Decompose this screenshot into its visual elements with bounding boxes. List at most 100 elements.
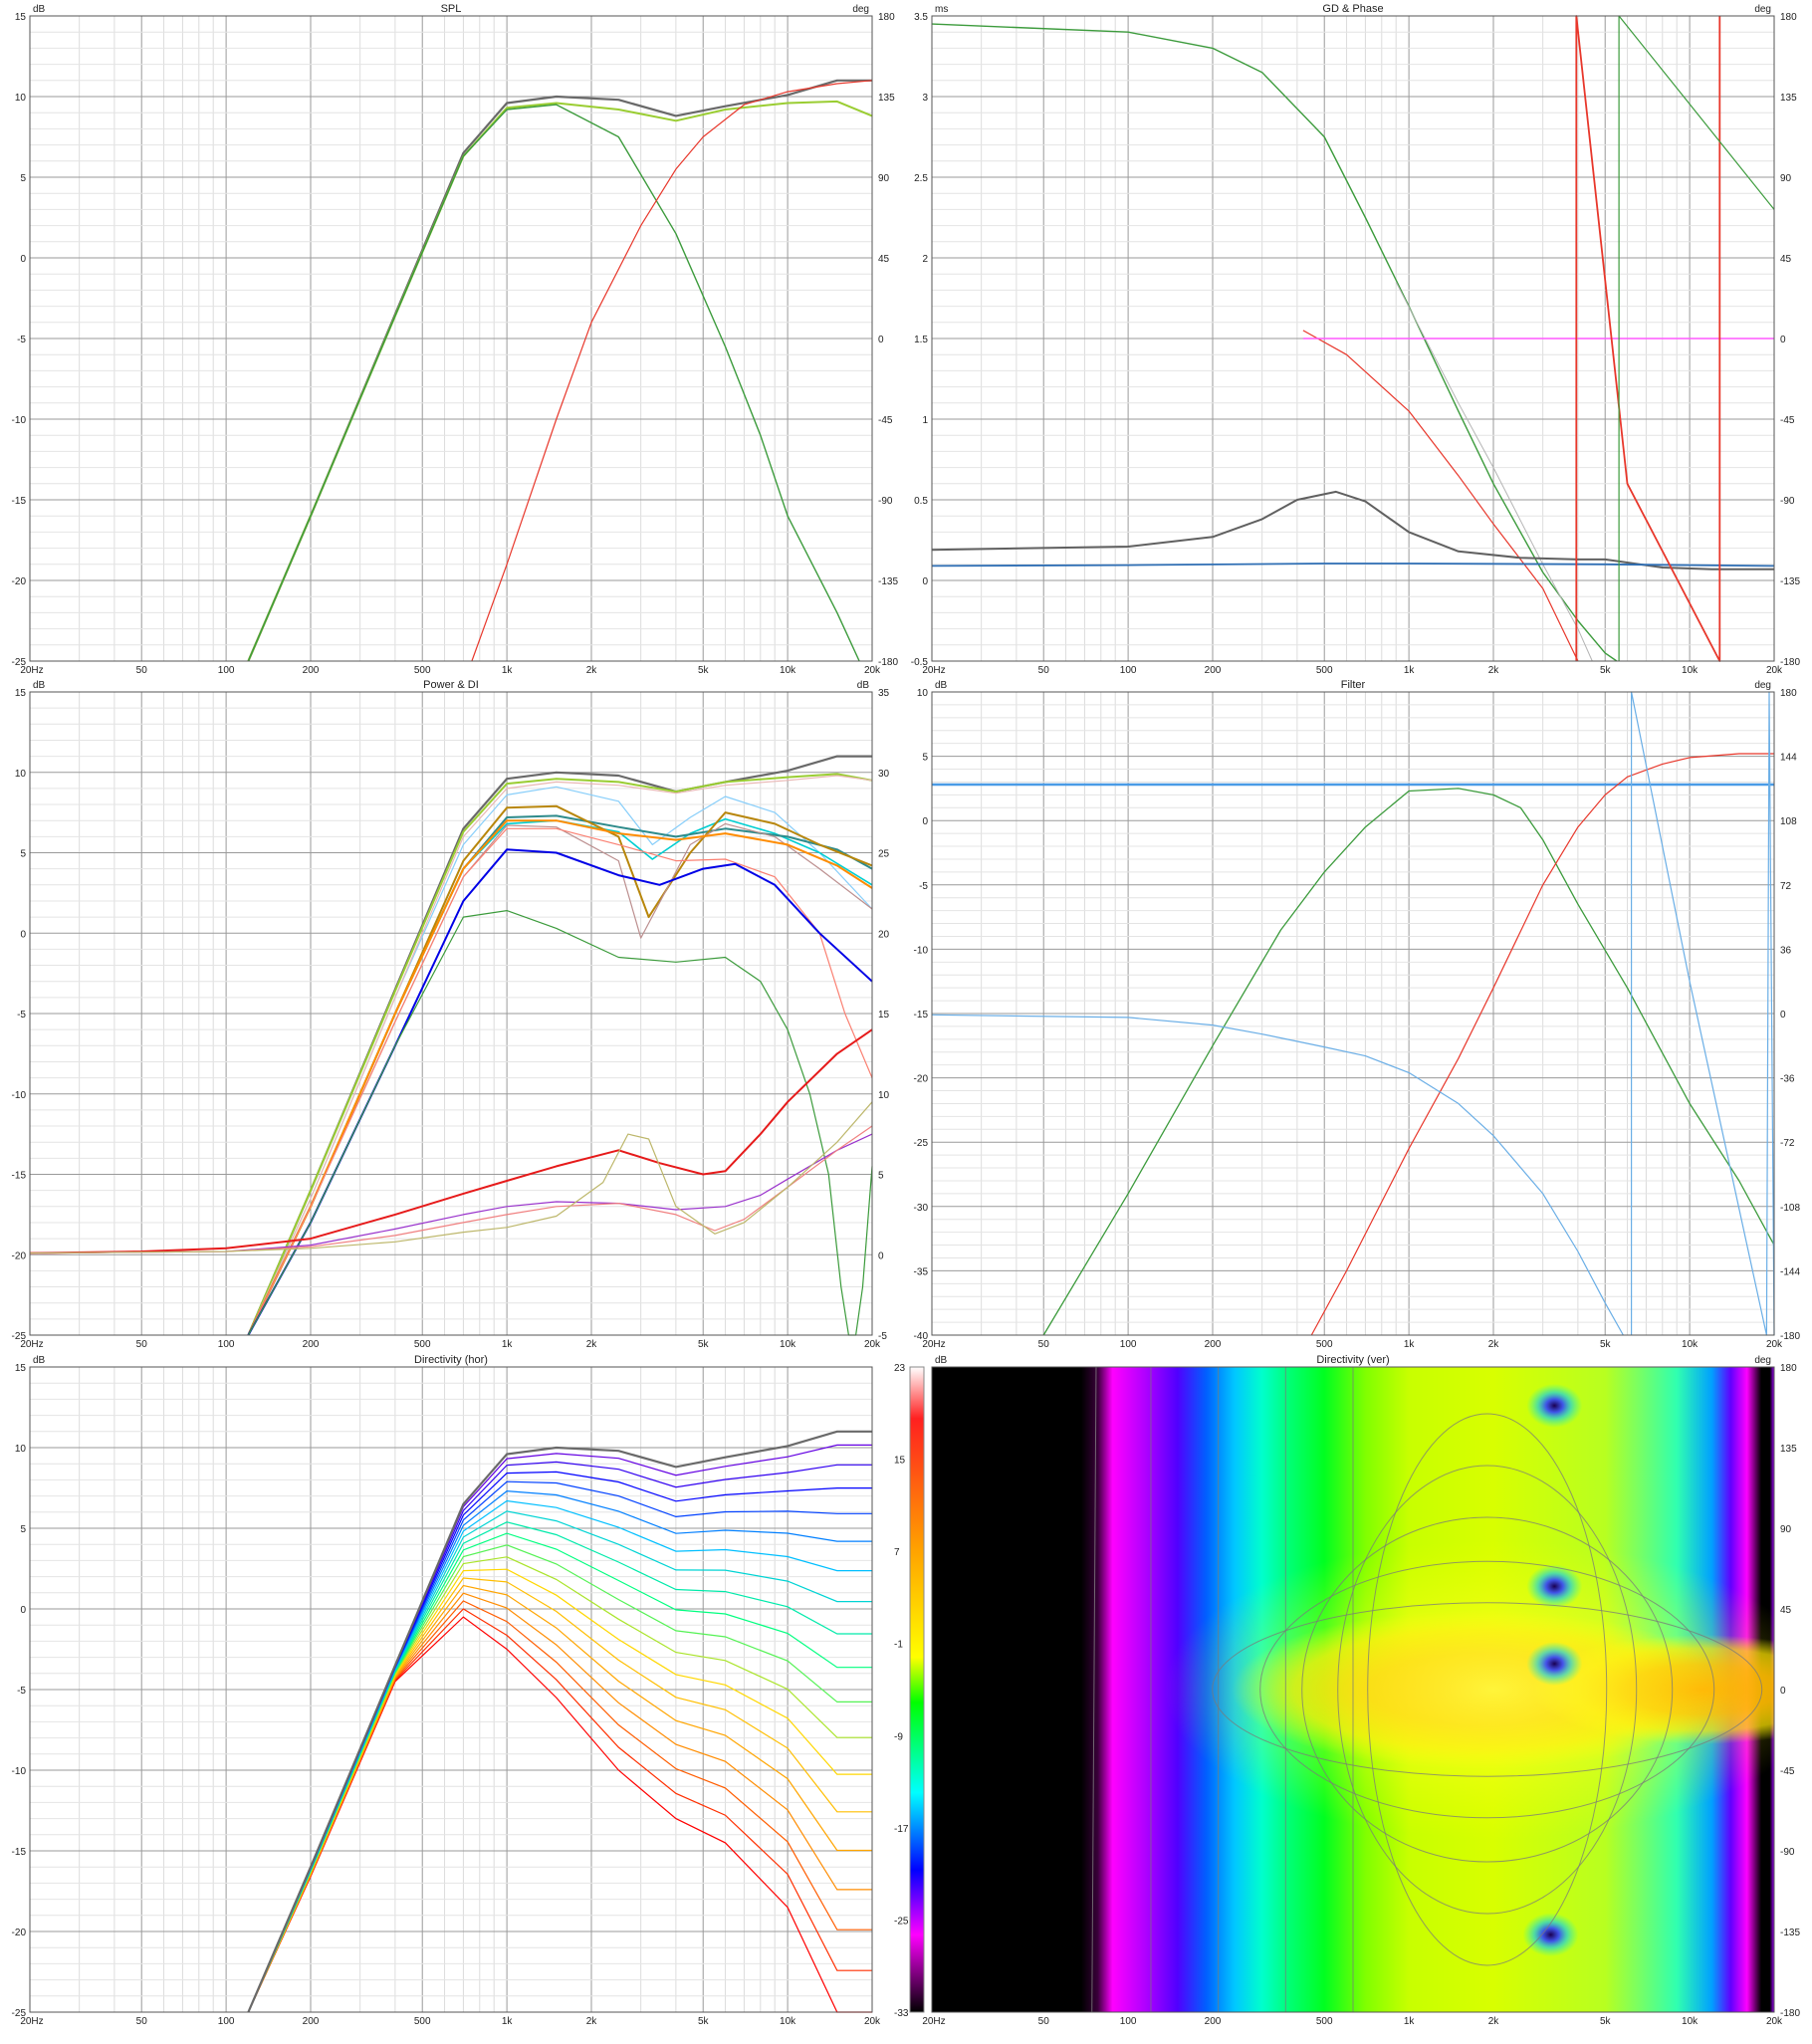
heatmap-field (932, 1367, 1774, 2012)
y-tick-label-left: -5 (17, 1686, 26, 1697)
x-tick-label: 100 (218, 665, 235, 676)
y-unit-left: dB (33, 680, 46, 691)
x-tick-label: 1k (1404, 665, 1416, 676)
grid (29, 15, 873, 662)
y-tick-label-left: -5 (17, 335, 26, 345)
y-tick-label-right: 45 (878, 254, 890, 265)
y-unit-left: ms (935, 4, 948, 15)
y-tick-label-right: 30 (878, 769, 890, 780)
chart-title: Directivity (hor) (414, 1354, 488, 1366)
y-unit-right: deg (852, 4, 869, 15)
x-tick-label: 10k (780, 1339, 796, 1350)
plot-frame (29, 15, 873, 662)
x-tick-label: 200 (303, 2016, 320, 2027)
y-tick-label-left: 0 (20, 1605, 26, 1616)
series-group (247, 1430, 872, 2013)
colorbar-tick-label: -33 (894, 2008, 909, 2019)
heatmap-lobe (1165, 1540, 1774, 1839)
y-tick-label-right: 90 (1780, 173, 1792, 184)
chart-title: SPL (441, 3, 462, 15)
x-tick-label: 500 (1316, 1339, 1333, 1350)
y-unit-right: deg (1754, 4, 1771, 15)
contour-line (1301, 1516, 1674, 1863)
y-tick-label-right: -135 (1780, 576, 1800, 587)
y-tick-label-right: 90 (878, 173, 890, 184)
y-tick-label-right: 180 (1780, 688, 1797, 699)
y-tick-label-right: 15 (878, 1010, 890, 1021)
chart-title: GD & Phase (1322, 3, 1383, 15)
y-tick-label-left: -5 (17, 1010, 26, 1021)
grid (931, 15, 1775, 662)
x-tick-label: 10k (780, 665, 796, 676)
x-tick-label: 500 (414, 2016, 431, 2027)
y-tick-label-right: 90 (1780, 1524, 1792, 1535)
y-tick-label-left: -20 (12, 1250, 27, 1261)
y-tick-label-left: 15 (15, 12, 27, 23)
y-tick-label-right: 5 (878, 1171, 884, 1182)
x-tick-label: 20k (864, 2016, 881, 2027)
y-tick-label-right: -180 (878, 657, 898, 668)
x-tick-label: 20Hz (922, 665, 945, 676)
y-unit-right: deg (1754, 1355, 1771, 1366)
y-tick-label-right: -180 (1780, 2008, 1800, 2019)
y-tick-label-right: 135 (1780, 93, 1797, 104)
x-tick-label: 1k (1404, 1339, 1416, 1350)
x-tick-label: 20Hz (922, 1339, 945, 1350)
heatmap-null (1526, 1564, 1583, 1609)
grid (29, 691, 873, 1336)
y-unit-left: dB (935, 1355, 948, 1366)
y-tick-label-right: 108 (1780, 816, 1797, 827)
series-line-9 (247, 819, 873, 1336)
series-line-5 (1630, 691, 1775, 1336)
y-tick-label-right: 180 (1780, 1363, 1797, 1374)
series-line-2 (1395, 282, 1593, 662)
y-tick-label-left: 1.5 (914, 335, 928, 345)
y-tick-label-right: -45 (878, 415, 893, 426)
y-tick-label-left: 5 (20, 1524, 26, 1535)
series-group (29, 755, 873, 1336)
y-tick-label-left: -15 (12, 1847, 27, 1858)
plot-frame (931, 691, 1775, 1336)
x-tick-label: 100 (1120, 1339, 1137, 1350)
y-tick-label-right: -90 (1780, 496, 1795, 507)
y-tick-label-left: 2 (922, 254, 928, 265)
x-tick-label: 100 (1120, 665, 1137, 676)
y-tick-label-right: 0 (878, 1250, 884, 1261)
y-tick-label-left: 2.5 (914, 173, 928, 184)
grid (29, 1366, 873, 2013)
series-line-4 (247, 775, 873, 1336)
y-tick-label-left: 5 (922, 753, 928, 764)
colorbar (909, 1366, 925, 2013)
y-tick-label-right: 135 (878, 93, 895, 104)
x-tick-label: 50 (136, 2016, 148, 2027)
y-tick-label-left: -25 (914, 1138, 929, 1149)
x-tick-label: 1k (502, 1339, 514, 1350)
x-tick-label: 5k (698, 665, 710, 676)
x-tick-label: 2k (586, 2016, 598, 2027)
y-tick-label-left: -25 (12, 657, 27, 668)
y-tick-label-right: 135 (1780, 1444, 1797, 1455)
y-tick-label-left: 15 (15, 688, 27, 699)
y-tick-label-left: 5 (20, 173, 26, 184)
y-tick-label-left: -15 (12, 1171, 27, 1182)
y-tick-label-right: -72 (1780, 1138, 1795, 1149)
series-line-1 (247, 1430, 872, 2013)
series-line-13 (29, 1028, 873, 1254)
x-tick-label: 1k (502, 665, 514, 676)
x-tick-label: 1k (1404, 2016, 1416, 2027)
y-tick-label-left: 10 (15, 769, 27, 780)
colorbar-tick-label: -25 (894, 1916, 909, 1927)
plot-frame (931, 1366, 1775, 2013)
y-tick-label-left: -40 (914, 1331, 929, 1342)
y-tick-label-left: 5 (20, 849, 26, 860)
x-tick-label: 2k (586, 665, 598, 676)
contour-line (1367, 1413, 1608, 1966)
x-tick-label: 200 (303, 665, 320, 676)
x-tick-label: 500 (414, 665, 431, 676)
x-tick-label: 20Hz (20, 665, 43, 676)
x-tick-label: 200 (1205, 2016, 1222, 2027)
y-tick-label-left: 0.5 (914, 496, 928, 507)
